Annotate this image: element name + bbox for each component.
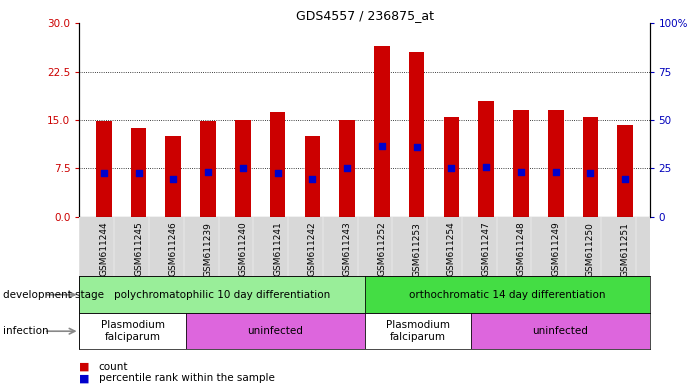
Point xyxy=(585,170,596,176)
Text: ■: ■ xyxy=(79,362,93,372)
Text: GSM611239: GSM611239 xyxy=(204,222,213,276)
Text: polychromatophilic 10 day differentiation: polychromatophilic 10 day differentiatio… xyxy=(114,290,330,300)
Bar xyxy=(583,117,598,217)
Point xyxy=(411,144,422,150)
Text: GSM611252: GSM611252 xyxy=(377,222,386,276)
Bar xyxy=(513,110,529,217)
Text: ■: ■ xyxy=(79,373,93,383)
Text: GSM611240: GSM611240 xyxy=(238,222,247,276)
Bar xyxy=(96,121,112,217)
Title: GDS4557 / 236875_at: GDS4557 / 236875_at xyxy=(296,9,433,22)
Point xyxy=(98,170,109,176)
Point xyxy=(168,176,179,182)
Text: Plasmodium
falciparum: Plasmodium falciparum xyxy=(386,320,450,342)
Point xyxy=(307,176,318,182)
Point xyxy=(133,170,144,176)
Text: GSM611246: GSM611246 xyxy=(169,222,178,276)
Point xyxy=(446,166,457,172)
Bar xyxy=(548,110,563,217)
Point xyxy=(237,166,248,172)
Text: uninfected: uninfected xyxy=(533,326,589,336)
Bar xyxy=(617,124,633,217)
Text: GSM611245: GSM611245 xyxy=(134,222,143,276)
Point xyxy=(620,176,631,182)
Text: GSM611243: GSM611243 xyxy=(343,222,352,276)
Text: count: count xyxy=(99,362,129,372)
Text: percentile rank within the sample: percentile rank within the sample xyxy=(99,373,275,383)
Bar xyxy=(166,136,181,217)
Text: GSM611250: GSM611250 xyxy=(586,222,595,276)
Bar xyxy=(79,276,364,313)
Bar xyxy=(478,101,494,217)
Text: GSM611251: GSM611251 xyxy=(621,222,630,276)
Text: development stage: development stage xyxy=(3,290,104,300)
Text: GSM611244: GSM611244 xyxy=(100,222,108,276)
Point xyxy=(481,164,492,170)
Text: GSM611241: GSM611241 xyxy=(273,222,282,276)
Bar xyxy=(200,121,216,217)
Bar xyxy=(374,46,390,217)
Bar xyxy=(79,313,187,349)
Bar xyxy=(187,313,364,349)
Text: GSM611247: GSM611247 xyxy=(482,222,491,276)
Bar xyxy=(305,136,320,217)
Bar xyxy=(131,128,146,217)
Bar xyxy=(235,120,251,217)
Text: GSM611248: GSM611248 xyxy=(516,222,525,276)
Text: Plasmodium
falciparum: Plasmodium falciparum xyxy=(101,320,165,342)
Point xyxy=(272,170,283,176)
Bar xyxy=(444,117,460,217)
Bar xyxy=(471,313,650,349)
Text: GSM611249: GSM611249 xyxy=(551,222,560,276)
Bar xyxy=(339,120,355,217)
Text: uninfected: uninfected xyxy=(247,326,303,336)
Text: GSM611242: GSM611242 xyxy=(308,222,317,276)
Text: GSM611253: GSM611253 xyxy=(412,222,421,276)
Point xyxy=(341,166,352,172)
Bar xyxy=(409,52,424,217)
Bar xyxy=(364,276,650,313)
Bar xyxy=(269,112,285,217)
Point xyxy=(377,143,388,149)
Bar xyxy=(364,313,471,349)
Text: GSM611254: GSM611254 xyxy=(447,222,456,276)
Point xyxy=(515,169,527,175)
Point xyxy=(202,169,214,175)
Point xyxy=(550,169,561,175)
Text: orthochromatic 14 day differentiation: orthochromatic 14 day differentiation xyxy=(409,290,605,300)
Text: infection: infection xyxy=(3,326,49,336)
